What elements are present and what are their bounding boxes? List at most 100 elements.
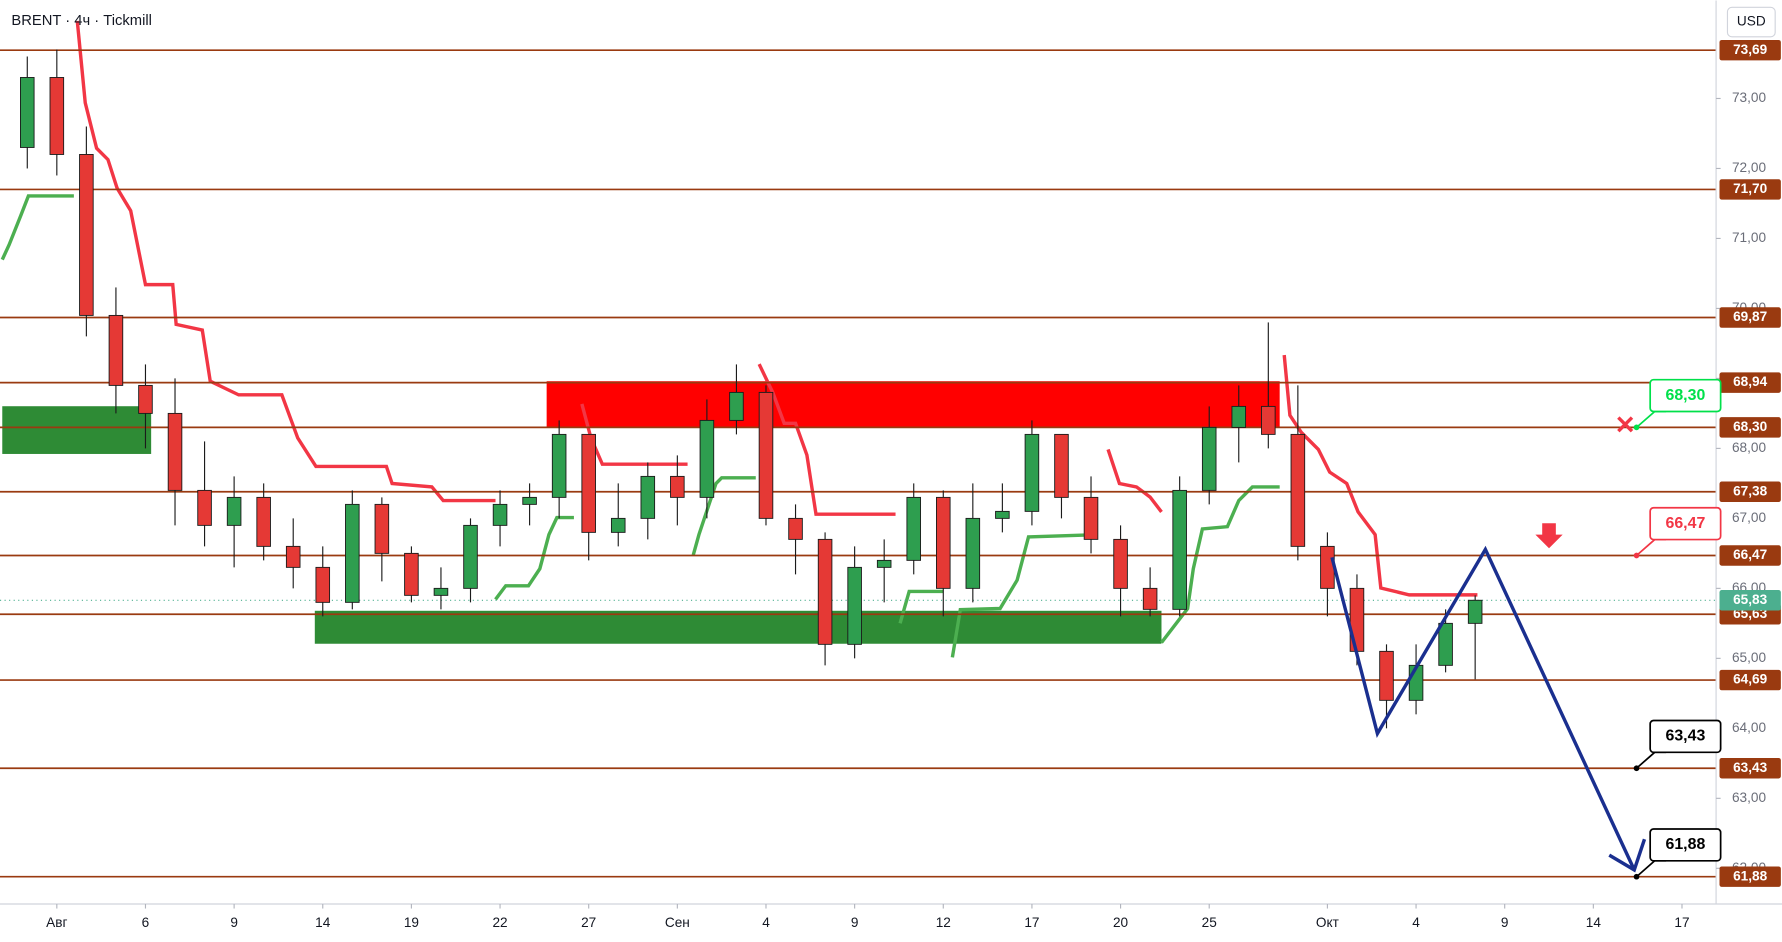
level-label-box xyxy=(1719,307,1781,328)
supertrend-up xyxy=(691,476,756,556)
level-label-box xyxy=(1719,545,1781,566)
last-price-box xyxy=(1719,590,1781,611)
level-label: 68,30 xyxy=(1733,419,1768,434)
candle-body xyxy=(1054,433,1069,498)
x-tick-label: 6 xyxy=(142,915,150,930)
level-label-box xyxy=(1719,481,1781,503)
supertrend-up xyxy=(0,194,74,261)
candle-body xyxy=(640,475,656,519)
supertrend-down xyxy=(75,20,496,503)
candle-body xyxy=(197,489,212,526)
candle-body xyxy=(1201,426,1217,491)
level-label-box xyxy=(1719,417,1781,438)
candle-body xyxy=(1024,433,1040,512)
projection-path xyxy=(1330,545,1636,871)
currency: USD xyxy=(1737,14,1766,29)
candle-body xyxy=(256,496,271,547)
candles xyxy=(20,49,1483,729)
supply-zone xyxy=(546,381,1280,428)
target-label: 66,47 xyxy=(1665,515,1705,532)
overlay: 73,6971,7069,8768,9468,3067,3866,4765,63… xyxy=(1633,39,1781,887)
y-tick-label: 72,00 xyxy=(1732,160,1767,175)
candle-body xyxy=(79,154,94,316)
y-tick-label: 67,00 xyxy=(1732,510,1767,525)
x-tick-label: 9 xyxy=(230,915,238,930)
level-label: 71,70 xyxy=(1733,181,1768,196)
last-price-label: 65,83 xyxy=(1733,592,1768,607)
projection-arrow xyxy=(1608,838,1647,873)
target-label: 63,43 xyxy=(1665,728,1705,745)
y-tick-label: 73,00 xyxy=(1732,90,1767,105)
candle-body xyxy=(581,433,596,533)
time-axis xyxy=(0,903,1782,942)
x-tick-label: 9 xyxy=(1501,915,1509,930)
candle-body xyxy=(138,384,153,414)
candle-body xyxy=(758,391,774,519)
candle-body xyxy=(847,566,862,645)
x-tick-label: 25 xyxy=(1202,915,1217,930)
candle-body xyxy=(1083,496,1099,540)
target-box xyxy=(1649,828,1722,862)
target-box xyxy=(1649,506,1722,541)
x-tick-label: 20 xyxy=(1113,915,1129,930)
candle-body xyxy=(315,566,331,603)
candle-body xyxy=(522,496,537,505)
y-tick-label: 63,00 xyxy=(1732,790,1767,805)
level-label: 63,43 xyxy=(1733,760,1768,775)
x-tick-label: 9 xyxy=(851,915,859,930)
x-tick-label: 4 xyxy=(762,915,770,930)
candle-body xyxy=(876,559,892,568)
x-tick-label: 14 xyxy=(315,915,331,930)
candle-body xyxy=(1113,538,1128,589)
level-label-box xyxy=(1719,39,1781,61)
candle-body xyxy=(463,524,478,589)
y-tick-label: 65,00 xyxy=(1732,650,1767,665)
target-label: 61,88 xyxy=(1665,836,1705,853)
candle-body xyxy=(936,496,951,589)
supertrend-up xyxy=(950,532,1097,658)
level-label: 61,88 xyxy=(1733,868,1768,883)
candle-body xyxy=(374,503,390,554)
x-tick-label: 14 xyxy=(1586,915,1602,930)
candle-body xyxy=(49,77,65,155)
candle-body xyxy=(1320,545,1335,589)
level-label-box xyxy=(1719,669,1781,691)
chart-title: BRENT · 4ч · Tickmill xyxy=(11,13,152,29)
candle-body xyxy=(1290,433,1306,547)
target-label: 68,30 xyxy=(1665,387,1705,404)
x-tick-label: 22 xyxy=(492,915,507,930)
candle-body xyxy=(1172,489,1187,610)
candle-body xyxy=(670,475,685,498)
candle-body xyxy=(20,77,35,148)
candle-body xyxy=(906,496,922,561)
candle-body xyxy=(1261,405,1276,435)
candle-body xyxy=(699,419,715,498)
y-tick-label: 64,00 xyxy=(1732,720,1767,735)
candle-body xyxy=(167,412,183,491)
x-tick-label: Авг xyxy=(46,915,67,930)
supertrend-up xyxy=(494,515,574,601)
x-tick-label: 4 xyxy=(1412,915,1420,930)
candle-body xyxy=(404,552,419,596)
level-label: 66,47 xyxy=(1733,547,1767,562)
zones xyxy=(2,381,1280,644)
level-label: 68,94 xyxy=(1733,374,1768,389)
supertrend-down xyxy=(1106,448,1163,513)
x-tick-label: Сен xyxy=(665,915,690,930)
cross-mark xyxy=(1617,416,1634,433)
x-tick-label: 19 xyxy=(404,915,419,930)
level-label: 64,69 xyxy=(1733,672,1768,687)
candle-body xyxy=(1467,599,1483,624)
level-label: 67,38 xyxy=(1733,483,1768,498)
candle-body xyxy=(788,517,803,540)
level-label: 69,87 xyxy=(1733,309,1767,324)
target-box xyxy=(1649,719,1722,754)
demand-zone xyxy=(2,406,152,454)
candle-body xyxy=(817,538,833,645)
candle-body xyxy=(1142,587,1158,610)
sell-arrow xyxy=(1535,523,1563,549)
x-tick-label: 12 xyxy=(936,915,951,930)
